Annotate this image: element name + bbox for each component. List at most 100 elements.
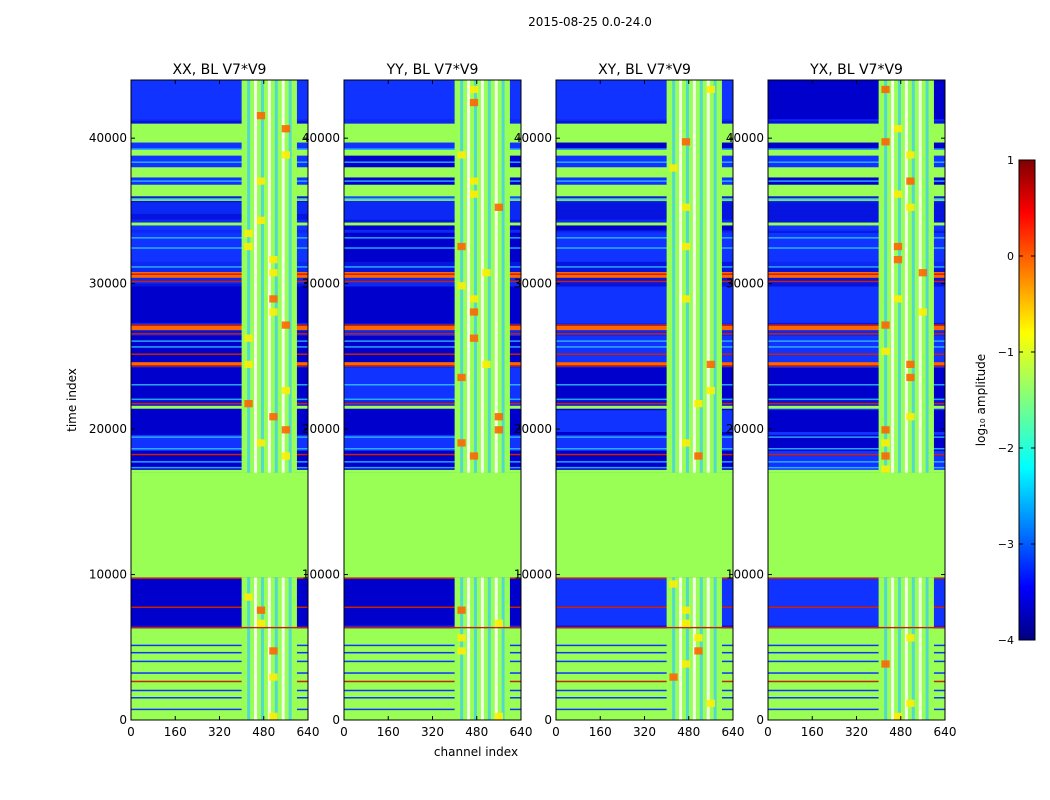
- colorbar-tick-label: −4: [998, 634, 1014, 647]
- rfi-stripe: [501, 577, 505, 627]
- noise-line: [556, 660, 733, 663]
- rfi-stripe: [699, 577, 703, 627]
- rfi-blob: [881, 85, 890, 94]
- y-tick-label: 20000: [726, 422, 764, 436]
- cyan-line: [344, 148, 521, 150]
- noise-band: [768, 225, 945, 230]
- y-tick-label: 30000: [514, 277, 552, 291]
- cyan-line: [131, 266, 308, 268]
- cyan-line: [344, 436, 521, 438]
- y-tick-label: 30000: [726, 277, 764, 291]
- x-tick-label: 480: [889, 725, 912, 739]
- rfi-blob: [256, 177, 266, 185]
- cyan-line: [768, 266, 945, 268]
- rfi-line: [344, 453, 521, 456]
- rfi-row: [768, 362, 945, 367]
- rfi-line: [768, 333, 945, 335]
- rfi-line: [556, 365, 733, 367]
- rfi-blob: [482, 360, 491, 368]
- panel-4: YX, BL V7*V9 0 160 320 480 640 0 10000 20000 3000…: [726, 62, 957, 739]
- rfi-blob: [256, 216, 266, 224]
- cyan-line: [768, 247, 945, 249]
- x-tick-label: 0: [340, 725, 348, 739]
- rfi-stripe: [487, 628, 491, 720]
- panel-1: XX, BL V7*V9 0 160 320 480 640 0 10000 20000 3000…: [89, 62, 320, 739]
- rfi-blob: [244, 400, 253, 408]
- noise-row: [344, 208, 521, 214]
- rfi-stripe: [884, 577, 888, 627]
- rfi-blob: [906, 373, 915, 382]
- rfi-line: [131, 680, 308, 683]
- noise-line: [768, 708, 945, 711]
- noise-row: [556, 213, 733, 220]
- rfi-blob: [893, 712, 903, 720]
- rfi-stripe: [281, 80, 285, 473]
- x-tick-label: 320: [208, 725, 231, 739]
- rfi-blob: [906, 177, 915, 185]
- rfi-blob: [281, 452, 291, 460]
- rfi-blob: [457, 242, 466, 251]
- rfi-blob: [706, 386, 716, 395]
- rfi-stripe: [904, 577, 908, 627]
- noise-row: [131, 260, 308, 267]
- noise-line: [131, 708, 308, 711]
- cyan-line: [131, 346, 308, 348]
- cyan-line: [131, 247, 308, 249]
- rfi-blob: [906, 203, 915, 211]
- rfi-line: [556, 353, 733, 355]
- flagged-region: [131, 472, 308, 578]
- flagged-region: [344, 222, 521, 227]
- rfi-blob: [256, 439, 266, 447]
- rfi-blob: [457, 439, 466, 447]
- cyan-line: [768, 384, 945, 386]
- rfi-blob: [244, 242, 253, 251]
- rfi-line: [768, 353, 945, 355]
- cyan-line: [556, 436, 733, 438]
- rfi-blob: [893, 295, 903, 303]
- colorbar-tick-label: −3: [998, 538, 1014, 551]
- noise-row: [556, 260, 733, 267]
- noise-line: [344, 708, 521, 711]
- noise-row: [344, 266, 521, 272]
- cyan-line: [131, 466, 308, 469]
- rfi-blob: [881, 426, 890, 434]
- y-tick-label: 10000: [514, 568, 552, 582]
- rfi-line: [556, 577, 733, 579]
- rfi-stripe: [679, 80, 683, 473]
- noise-row: [556, 266, 733, 272]
- cyan-line: [556, 466, 733, 469]
- rfi-row: [131, 362, 308, 367]
- y-tick-label: 20000: [302, 422, 340, 436]
- rfi-stripe: [260, 577, 264, 627]
- rfi-stripe: [467, 80, 471, 473]
- rfi-stripe: [473, 577, 477, 627]
- rfi-stripe: [460, 80, 464, 473]
- rfi-stripe: [891, 628, 895, 720]
- cyan-line: [556, 148, 733, 150]
- rfi-line: [131, 353, 308, 355]
- x-tick-label: 0: [764, 725, 772, 739]
- rfi-stripe: [267, 577, 271, 627]
- rfi-stripe: [713, 628, 717, 720]
- noise-line: [556, 672, 733, 674]
- rfi-blob: [482, 269, 491, 277]
- cyan-line: [344, 161, 521, 163]
- rfi-stripe: [494, 577, 498, 627]
- y-tick-label: 0: [332, 713, 340, 727]
- rfi-row: [556, 325, 733, 331]
- panels: XX, BL V7*V9 0 160 320 480 640 0 10000 20000 3000…: [89, 62, 957, 739]
- cyan-line: [344, 448, 521, 450]
- rfi-stripe: [685, 577, 689, 627]
- rfi-line: [768, 273, 945, 275]
- cyan-line: [131, 197, 308, 200]
- flagged-region: [131, 222, 308, 227]
- noise-line: [344, 672, 521, 674]
- rfi-blob: [281, 321, 291, 329]
- rfi-stripe: [473, 80, 477, 473]
- cyan-line: [768, 197, 945, 200]
- noise-line: [768, 689, 945, 692]
- cyan-line: [131, 398, 308, 401]
- rfi-stripe: [254, 577, 258, 627]
- y-tick-label: 0: [756, 713, 764, 727]
- rfi-blob: [893, 125, 903, 133]
